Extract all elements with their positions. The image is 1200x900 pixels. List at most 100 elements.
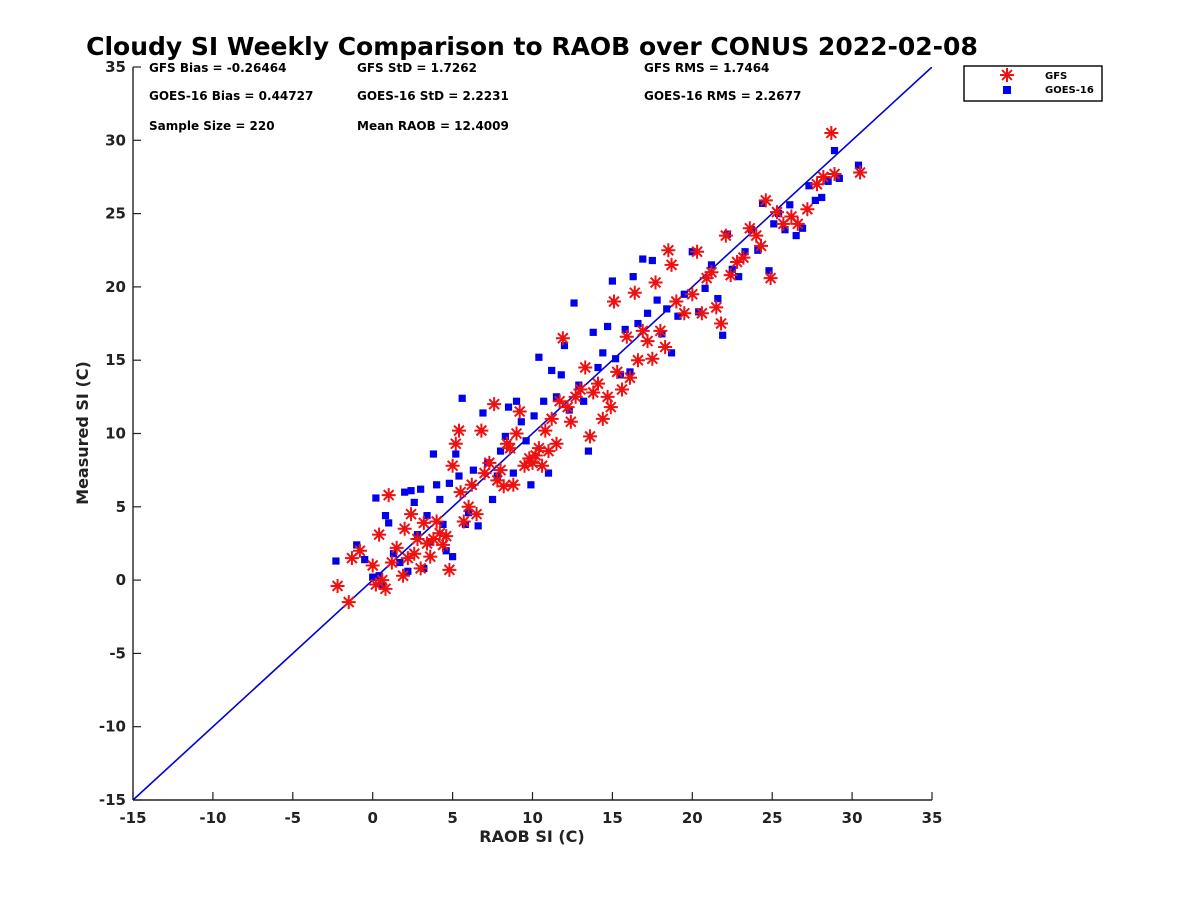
goes16-point: [517, 418, 525, 426]
series-gfs: [330, 125, 868, 610]
gfs-point: [517, 458, 532, 473]
gfs-point: [375, 573, 390, 588]
y-tick-label: 30: [105, 131, 126, 149]
stat-goes16-rms: GOES-16 RMS = 2.2677: [644, 89, 801, 103]
gfs-point: [341, 595, 356, 610]
goes16-point: [479, 409, 487, 417]
gfs-point: [824, 125, 839, 140]
x-tick-label: 15: [602, 809, 623, 827]
stat-goes16-std: GOES-16 StD = 2.2231: [357, 89, 509, 103]
goes16-point: [527, 481, 535, 489]
goes16-point: [608, 277, 616, 285]
gfs-point: [614, 382, 629, 397]
stat-goes16-bias: GOES-16 Bias = 0.44727: [149, 89, 313, 103]
goes16-point: [781, 226, 789, 234]
goes16-point: [452, 450, 460, 458]
y-tick-label: -15: [99, 791, 126, 809]
gfs-point: [464, 477, 479, 492]
goes16-point: [469, 466, 477, 474]
gfs-point: [503, 441, 518, 456]
gfs-point: [413, 561, 428, 576]
gfs-point: [482, 455, 497, 470]
gfs-point: [330, 578, 345, 593]
goes16-point: [540, 397, 548, 405]
gfs-point: [420, 536, 435, 551]
goes16-point: [544, 469, 553, 477]
stat-gfs-std: GFS StD = 1.7262: [357, 61, 477, 75]
goes16-point: [530, 412, 538, 420]
legend-box: [963, 65, 1103, 102]
goes16-point: [830, 146, 839, 155]
gfs-point: [640, 334, 655, 349]
stats-block: GFS Bias = -0.26464 GFS StD = 1.7262 GFS…: [149, 61, 801, 133]
gfs-point: [560, 400, 575, 415]
gfs-point: [677, 306, 692, 321]
gfs-point: [600, 389, 615, 404]
goes16-point: [707, 261, 716, 269]
goes16-point: [629, 273, 637, 281]
gfs-point: [368, 577, 383, 592]
legend-gfs-asterisk-icon: [1000, 68, 1014, 82]
goes16-point: [728, 265, 736, 273]
goes16-point: [429, 450, 438, 458]
gfs-point: [400, 551, 415, 566]
gfs-point: [809, 177, 824, 192]
goes16-point: [570, 299, 578, 307]
goes16-point: [805, 182, 813, 190]
legend: GFS GOES-16: [963, 65, 1103, 102]
gfs-point: [404, 507, 419, 522]
gfs-point: [699, 271, 714, 286]
gfs-point: [664, 257, 679, 272]
y-tick-label: -10: [99, 718, 126, 736]
goes16-point: [611, 355, 620, 363]
stat-gfs-bias: GFS Bias = -0.26464: [149, 61, 286, 75]
gfs-point: [456, 514, 471, 529]
gfs-point: [381, 488, 396, 503]
gfs-point: [397, 521, 412, 536]
goes16-point: [389, 550, 398, 558]
goes16-point: [643, 309, 652, 317]
legend-label-goes16: GOES-16: [1045, 85, 1094, 96]
goes16-point: [741, 248, 749, 256]
chart-title: Cloudy SI Weekly Comparison to RAOB over…: [86, 32, 978, 61]
gfs-point: [736, 250, 751, 265]
gfs-point: [635, 323, 650, 338]
goes16-point: [433, 481, 441, 489]
gfs-point: [389, 540, 404, 555]
gfs-point: [709, 300, 724, 315]
goes16-point: [575, 381, 583, 389]
y-tick-label: 25: [105, 205, 126, 223]
gfs-point: [816, 169, 831, 184]
gfs-point: [396, 568, 411, 583]
x-tick-label: -10: [199, 809, 226, 827]
goes16-point: [332, 557, 340, 565]
goes16-point: [714, 295, 722, 303]
x-tick-label: 0: [367, 809, 377, 827]
one-to-one-line: [133, 67, 932, 800]
gfs-point: [416, 515, 431, 530]
goes16-point: [372, 494, 380, 502]
gfs-point: [442, 562, 457, 577]
goes16-point: [423, 511, 431, 520]
gfs-point: [714, 316, 729, 331]
gfs-point: [669, 294, 684, 309]
gfs-point: [453, 485, 468, 500]
goes16-point: [488, 495, 497, 504]
gfs-point: [586, 385, 601, 400]
goes16-point: [653, 296, 661, 304]
gfs-point: [578, 360, 593, 375]
gfs-point: [445, 458, 460, 473]
gfs-point: [573, 382, 588, 397]
goes16-point: [594, 363, 602, 372]
gfs-point: [365, 558, 380, 573]
goes16-point: [663, 305, 671, 313]
gfs-point: [784, 209, 799, 224]
gfs-point: [490, 473, 505, 488]
stat-gfs-rms: GFS RMS = 1.7464: [644, 61, 769, 75]
goes16-point: [719, 331, 727, 339]
gfs-point: [439, 529, 454, 544]
gfs-point: [410, 532, 425, 547]
y-tick-label: 35: [105, 58, 126, 76]
legend-label-gfs: GFS: [1045, 71, 1067, 82]
goes16-point: [442, 547, 450, 555]
